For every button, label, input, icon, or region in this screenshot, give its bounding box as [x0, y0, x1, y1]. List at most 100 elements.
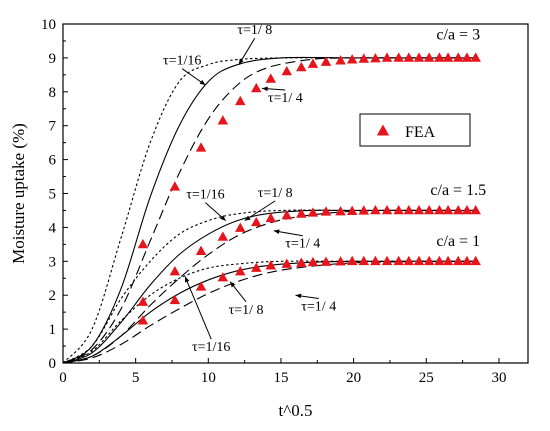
- fea-point: [307, 58, 319, 68]
- x-tick-label: 20: [346, 370, 361, 386]
- fea-point: [403, 255, 415, 266]
- fea-point: [137, 296, 149, 306]
- fea-point: [307, 256, 319, 267]
- fea-point: [423, 52, 435, 62]
- fea-point: [307, 207, 319, 217]
- legend-box: [359, 113, 471, 147]
- fea-point: [217, 272, 229, 282]
- fea-point: [195, 245, 207, 255]
- x-tick-label: 30: [491, 370, 506, 386]
- fea-point: [370, 204, 381, 215]
- fea-point: [453, 204, 464, 215]
- case-label: c/a = 1: [436, 233, 480, 250]
- y-tick-label: 1: [49, 322, 57, 338]
- fea-point: [169, 265, 181, 276]
- fea-point: [403, 204, 415, 215]
- fea-point: [434, 52, 445, 62]
- y-tick-label: 7: [49, 119, 57, 135]
- fea-point: [370, 255, 381, 266]
- tau-annotation: τ=1/ 8: [229, 303, 264, 318]
- fea-point: [217, 115, 229, 125]
- annotation-arrowhead: [295, 293, 302, 299]
- fea-point: [461, 52, 473, 62]
- case-label: c/a = 3: [436, 26, 480, 43]
- fea-point: [251, 216, 262, 227]
- fea-point: [470, 204, 481, 215]
- y-tick-label: 4: [49, 220, 57, 236]
- fea-point: [235, 95, 246, 106]
- series-line-tau-1-8: [62, 260, 478, 364]
- fea-point: [281, 258, 293, 268]
- y-tick-label: 8: [49, 85, 57, 101]
- fea-point: [281, 210, 293, 220]
- fea-point: [296, 61, 307, 72]
- y-axis-title: Moisture uptake (%): [9, 123, 28, 264]
- fea-point: [413, 204, 425, 215]
- x-tick-label: 0: [59, 370, 67, 386]
- fea-point: [370, 53, 381, 63]
- fea-point: [381, 52, 393, 62]
- annotation-arrow: [244, 200, 276, 222]
- fea-point: [346, 205, 358, 215]
- annotation-arrowhead: [185, 276, 190, 283]
- series-line-tau-1-4: [62, 209, 478, 364]
- fea-point: [235, 222, 246, 232]
- fea-point: [434, 255, 445, 266]
- fea-point: [251, 262, 262, 272]
- fea-point: [470, 52, 481, 62]
- y-tick-label: 0: [49, 356, 57, 372]
- fea-point: [358, 53, 370, 63]
- fea-point: [442, 204, 454, 215]
- y-tick-label: 3: [49, 254, 57, 270]
- fea-point: [217, 231, 229, 241]
- y-tick-label: 2: [49, 288, 57, 304]
- tau-annotation: τ=1/ 4: [301, 299, 336, 314]
- y-tick-label: 5: [49, 187, 57, 203]
- fea-point: [320, 206, 332, 216]
- tau-annotation: τ=1/16: [163, 54, 201, 69]
- fea-point: [393, 52, 404, 62]
- fea-point: [423, 204, 435, 215]
- fea-point: [195, 142, 207, 152]
- fea-point: [335, 205, 346, 216]
- fea-point: [413, 255, 425, 266]
- fea-point: [358, 255, 370, 266]
- annotation-arrowhead: [244, 215, 251, 221]
- tau-annotation: τ=1/ 4: [285, 237, 320, 252]
- tau-annotation: τ=1/ 8: [258, 186, 293, 201]
- annotation-arrowhead: [199, 79, 206, 86]
- case-label: c/a = 1.5: [430, 182, 486, 199]
- annotations-layer: τ=1/16 τ=1/ 8 τ=1/ 4 τ=1/16 τ=1/ 8 τ=1/ 4 τ=1/…: [163, 23, 486, 355]
- fea-point: [169, 181, 181, 191]
- series-line-tau-1-16: [62, 209, 478, 364]
- curves-layer: [62, 56, 478, 364]
- fea-point: [137, 238, 149, 249]
- fea-point: [195, 281, 207, 291]
- fea-point: [381, 255, 393, 266]
- legend: FEA: [359, 113, 471, 147]
- fea-point: [265, 212, 277, 223]
- fea-point: [346, 54, 358, 64]
- series-line-tau-1-8: [62, 209, 478, 364]
- fea-point: [461, 204, 473, 215]
- fea-point: [235, 265, 246, 276]
- annotation-arrowhead: [220, 215, 226, 221]
- tau-annotation: τ=1/ 8: [237, 23, 272, 38]
- fea-point: [393, 204, 404, 215]
- fea-point: [296, 208, 307, 218]
- annotation-arrowhead: [230, 281, 236, 288]
- series-line-tau-1-4: [62, 57, 478, 364]
- tau-annotation: τ=1/16: [186, 188, 224, 203]
- fea-point: [265, 73, 277, 83]
- fea-point: [470, 255, 481, 266]
- fea-point: [423, 255, 435, 266]
- fea-point: [281, 65, 293, 76]
- fea-point: [453, 52, 464, 62]
- y-tick-label: 9: [49, 51, 57, 67]
- fea-markers-layer: [137, 52, 481, 325]
- fea-point: [358, 205, 370, 215]
- fea-point: [413, 52, 425, 62]
- annotation-arrowhead: [238, 58, 244, 65]
- fea-point: [335, 55, 346, 65]
- x-axis-title: t^0.5: [279, 401, 313, 420]
